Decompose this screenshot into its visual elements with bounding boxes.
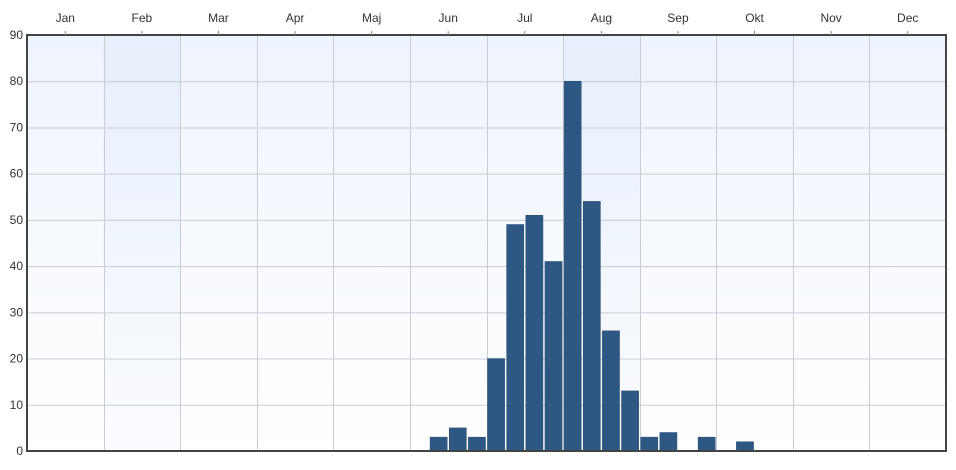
y-tick-label: 40 <box>10 259 24 273</box>
bar <box>736 441 754 452</box>
plot-frame <box>26 34 947 452</box>
x-tick-label: Jun <box>439 11 458 25</box>
y-tick-label: 50 <box>10 213 24 227</box>
x-tick-label: Sep <box>667 11 689 25</box>
x-tick-label: Aug <box>591 11 612 25</box>
bar <box>640 436 659 452</box>
bar <box>621 390 639 452</box>
plot-band <box>103 35 181 451</box>
bar <box>487 358 505 452</box>
x-tick-label: Nov <box>820 11 841 25</box>
x-tick-label: Apr <box>286 11 305 25</box>
x-tick-label: Okt <box>745 11 764 25</box>
bar <box>582 201 601 452</box>
y-tick-label: 30 <box>10 305 24 319</box>
y-tick-label: 0 <box>16 444 23 458</box>
y-tick-label: 70 <box>10 120 24 134</box>
y-tick-label: 60 <box>10 167 24 181</box>
x-tick-label: Maj <box>362 11 381 25</box>
x-tick-label: Feb <box>132 11 153 25</box>
bar <box>506 224 525 452</box>
bar <box>448 427 467 452</box>
x-tick-label: Dec <box>897 11 918 25</box>
y-tick-label: 20 <box>10 352 24 366</box>
y-tick-label: 80 <box>10 74 24 88</box>
y-tick-label: 10 <box>10 398 24 412</box>
bar <box>544 261 563 452</box>
bar <box>429 436 448 452</box>
y-tick-label: 90 <box>10 28 24 42</box>
bar <box>697 436 716 452</box>
bar <box>468 436 486 452</box>
bar <box>602 330 620 452</box>
x-tick-label: Jul <box>517 11 532 25</box>
bar <box>659 432 678 452</box>
x-tick-label: Mar <box>208 11 229 25</box>
bar <box>525 215 544 452</box>
bar <box>563 80 582 452</box>
x-tick-label: Jan <box>56 11 75 25</box>
